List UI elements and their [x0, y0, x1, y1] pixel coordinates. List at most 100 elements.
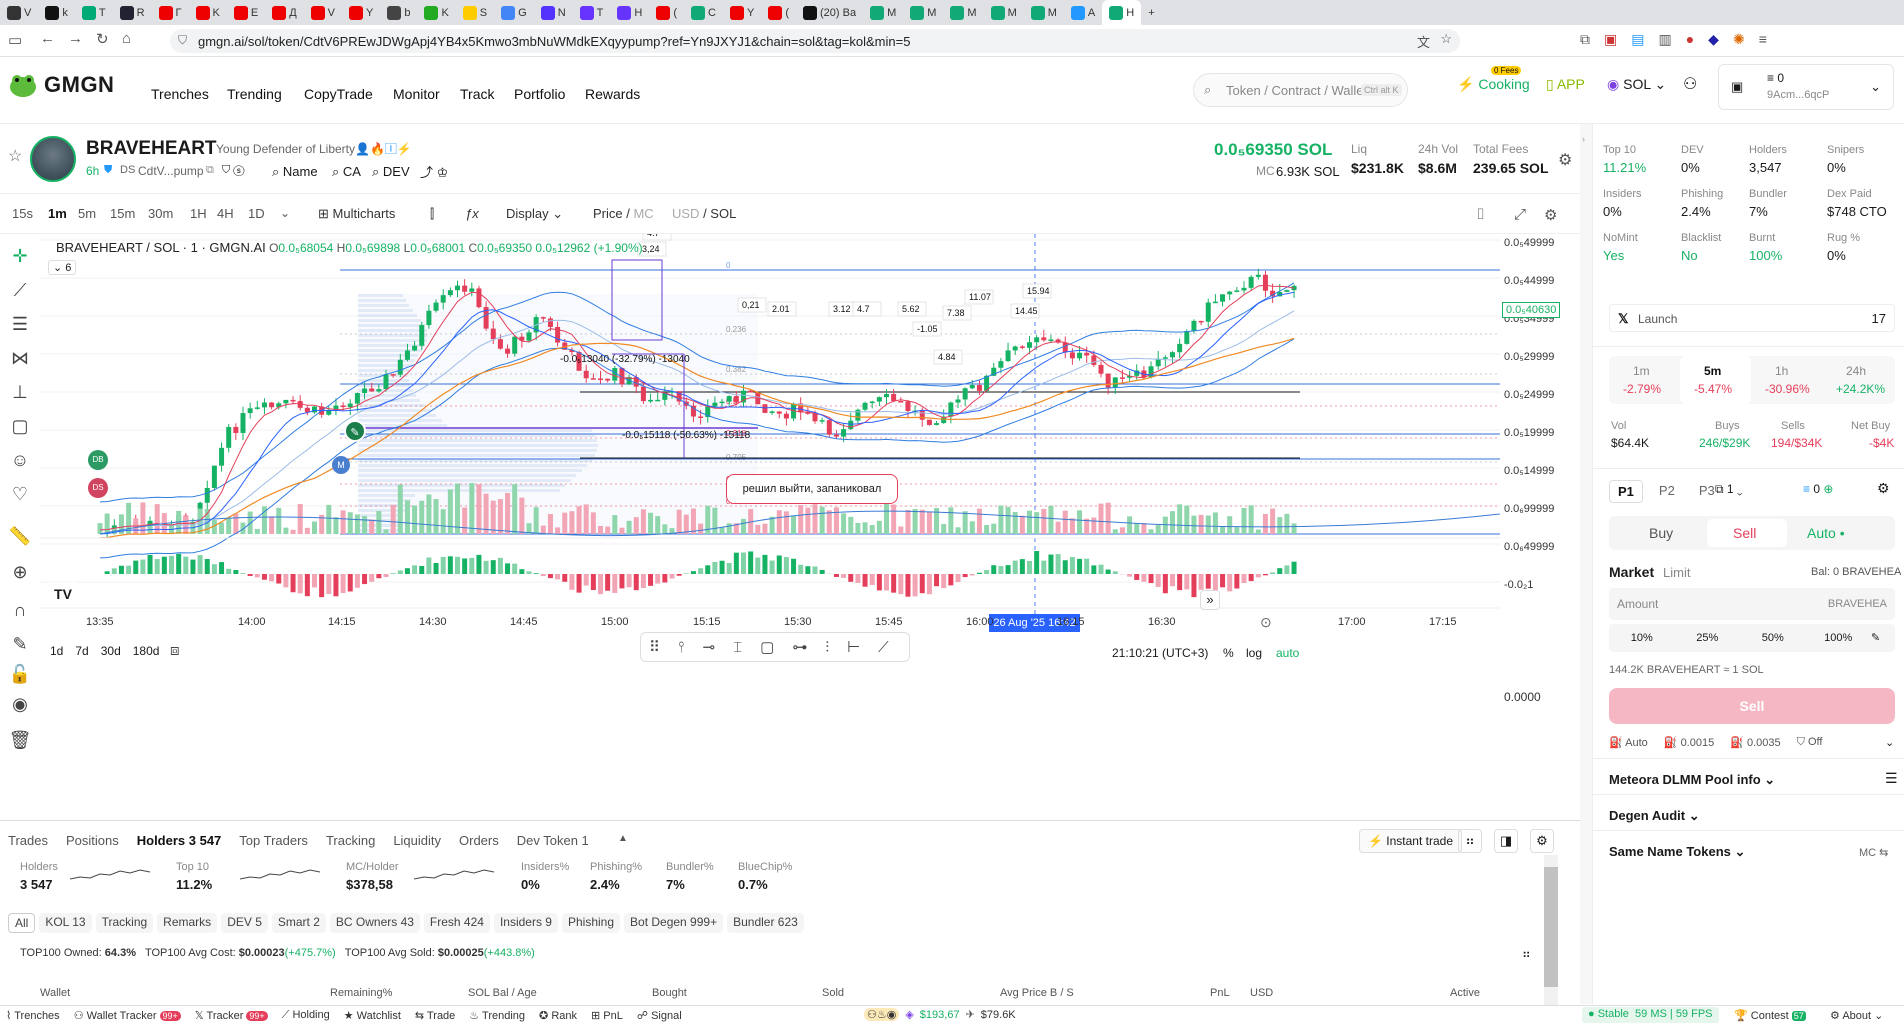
sticker-icon[interactable]: ☺ — [10, 450, 30, 470]
browser-tab[interactable]: M — [1024, 0, 1064, 25]
magnet-icon[interactable]: ∩ — [13, 600, 27, 620]
nav-copytrade[interactable]: CopyTrade — [304, 86, 373, 102]
chevron-down-icon[interactable]: ⌄ — [1885, 737, 1895, 749]
edit-pencil-icon[interactable]: ✎ — [1871, 632, 1881, 644]
meteora-section[interactable]: Meteora DLMM Pool info ⌄ — [1609, 772, 1776, 787]
browser-tab[interactable]: H — [1102, 0, 1142, 25]
timeframe-4H[interactable]: 4H — [217, 206, 234, 221]
forward-icon[interactable]: → — [68, 30, 83, 47]
extension-icon[interactable]: ⧉ — [1580, 31, 1590, 47]
browser-tab[interactable]: H — [610, 0, 649, 25]
drag-handle-icon[interactable]: ⠿ — [649, 639, 660, 656]
browser-tab[interactable]: K — [417, 0, 455, 25]
range-180d[interactable]: 180d — [132, 644, 160, 658]
trash-icon[interactable]: 🗑 — [8, 730, 32, 750]
status-link[interactable]: ⟋ Holding — [281, 1009, 330, 1021]
dev-buy-marker[interactable]: DB — [88, 450, 108, 470]
table-header-cell[interactable]: Bought — [652, 987, 687, 999]
trade-option[interactable]: ⛽ Auto — [1609, 737, 1648, 749]
usd-sol-toggle[interactable]: USD / SOL — [672, 206, 737, 221]
bottom-tab[interactable]: Trades — [8, 833, 48, 848]
value-label-box[interactable] — [912, 321, 942, 337]
browser-tab[interactable]: T — [75, 0, 113, 25]
extension-icon[interactable]: ◆ — [1708, 31, 1719, 47]
menu-list-icon[interactable]: ☰ — [1885, 770, 1898, 786]
period-label[interactable]: 24h — [1846, 364, 1867, 378]
filter-chip[interactable]: All — [8, 913, 36, 933]
line-tool-icon[interactable]: ⟋ — [878, 638, 889, 656]
percent-button[interactable]: 100% — [1824, 632, 1853, 644]
bookmark-star-icon[interactable]: ☆ — [1440, 31, 1452, 46]
extension-icon[interactable]: ✺ — [1732, 31, 1745, 47]
status-link[interactable]: ⌇ Trenches — [6, 1010, 60, 1022]
bottom-tab[interactable]: Liquidity — [393, 833, 442, 848]
price-chart[interactable]: 00.2360.3820.50.6180.7050.7860.86-0.0₅13… — [40, 234, 1538, 814]
preset-P1[interactable]: P1 — [1609, 480, 1643, 503]
token-extra-icons[interactable]: ⛉ ⓢ — [222, 164, 245, 176]
sidebar-toggle-icon[interactable]: ▭ — [8, 32, 23, 49]
filter-chip[interactable]: KOL 13 — [39, 913, 92, 933]
percent-toggle[interactable]: % — [1223, 646, 1234, 660]
reload-icon[interactable]: ↻ — [96, 31, 109, 48]
search-ca-link[interactable]: ⌕ CA — [332, 164, 361, 179]
timeframe-15s[interactable]: 15s — [12, 206, 33, 221]
browser-tab[interactable]: V — [304, 0, 342, 25]
edit-marker-icon[interactable]: ✎ — [344, 420, 366, 442]
value-label-box[interactable] — [767, 301, 797, 317]
table-header-cell[interactable]: Wallet — [40, 987, 71, 999]
trade-settings-gear-icon[interactable]: ⚙ — [1877, 480, 1890, 496]
price-axis[interactable]: 0.0₅49999 0.0₅44999 0.0₅34999 0.0₅29999 0.0₅… — [1500, 234, 1580, 734]
filter-chip[interactable]: BC Owners 43 — [329, 913, 420, 933]
back-icon[interactable]: ← — [40, 30, 55, 47]
menu-icon[interactable]: ≡ — [1758, 31, 1767, 47]
auto-tab[interactable]: Auto • — [1807, 525, 1845, 541]
value-label-box[interactable] — [942, 305, 972, 321]
status-link[interactable]: ♨ Trending — [469, 1010, 526, 1022]
home-icon[interactable]: ⌂ — [122, 30, 132, 47]
status-link[interactable]: ⇆ Trade — [414, 1010, 456, 1022]
extension-icon[interactable]: ▣ — [1604, 31, 1618, 47]
extension-icon[interactable]: ▥ — [1658, 31, 1672, 47]
browser-tab[interactable]: E — [227, 0, 265, 25]
filter-chip[interactable]: Fresh 424 — [423, 913, 490, 933]
extension-icon[interactable]: ● — [1685, 31, 1695, 47]
token-contract[interactable]: CdtV...pump — [138, 164, 204, 178]
bubble-icon[interactable]: ⠶ — [1458, 829, 1482, 853]
indicators-fx-icon[interactable]: ƒx — [465, 206, 479, 221]
multicharts-button[interactable]: ⊞ Multicharts — [318, 206, 396, 221]
market-tab[interactable]: Market — [1609, 564, 1655, 580]
candle-type-icon[interactable]: ⫿ — [430, 206, 435, 221]
same-name-tokens-section[interactable]: Same Name Tokens ⌄ — [1609, 844, 1746, 859]
browser-tab[interactable]: A — [1064, 0, 1102, 25]
fullscreen-icon[interactable]: ⤢ — [1514, 206, 1527, 223]
zoom-in-icon[interactable]: ⊕ — [12, 562, 28, 582]
migration-marker[interactable]: M — [332, 456, 350, 474]
lock-icon[interactable]: 🔓 — [8, 664, 32, 684]
measure-icon[interactable]: ⊥ — [12, 382, 28, 402]
chevron-down-icon[interactable]: ⌄ — [280, 206, 291, 220]
preset-P3[interactable]: P3 — [1698, 483, 1715, 498]
browser-tab[interactable]: M — [984, 0, 1024, 25]
browser-tab[interactable]: S — [456, 0, 494, 25]
token-social-icons[interactable]: 👤🔥🄸⚡ — [355, 142, 412, 156]
percent-button[interactable]: 25% — [1696, 632, 1719, 644]
search-name-link[interactable]: ⌕ Name — [272, 164, 318, 179]
value-label-box[interactable] — [897, 301, 927, 317]
nav-rewards[interactable]: Rewards — [585, 86, 641, 102]
amount-input[interactable]: Amount BRAVEHEA — [1609, 588, 1895, 620]
settings-gear-icon[interactable]: ⚙ — [1558, 152, 1573, 169]
fib-tool-icon[interactable]: ⫯ — [678, 638, 685, 656]
value-label-box[interactable] — [852, 301, 882, 317]
log-toggle[interactable]: log — [1246, 646, 1263, 660]
scroll-right-icon[interactable]: » — [1200, 590, 1220, 610]
browser-tab[interactable]: T — [573, 0, 611, 25]
layout-icon[interactable]: ◨ — [1494, 829, 1518, 853]
buy-tab[interactable]: Buy — [1649, 525, 1674, 541]
price-mc-toggle[interactable]: Price / MC — [593, 206, 654, 221]
value-label-box[interactable] — [642, 234, 672, 241]
value-label-box[interactable] — [737, 297, 767, 313]
url-field[interactable]: ⛉ gmgn.ai/sol/token/CdtV6PREwJDWgApj4YB4… — [170, 29, 1460, 53]
crosshair-icon[interactable]: ✛ — [12, 246, 28, 266]
filter-chip[interactable]: Smart 2 — [271, 913, 326, 933]
table-header-cell[interactable]: Avg Price B / S — [1000, 987, 1074, 999]
